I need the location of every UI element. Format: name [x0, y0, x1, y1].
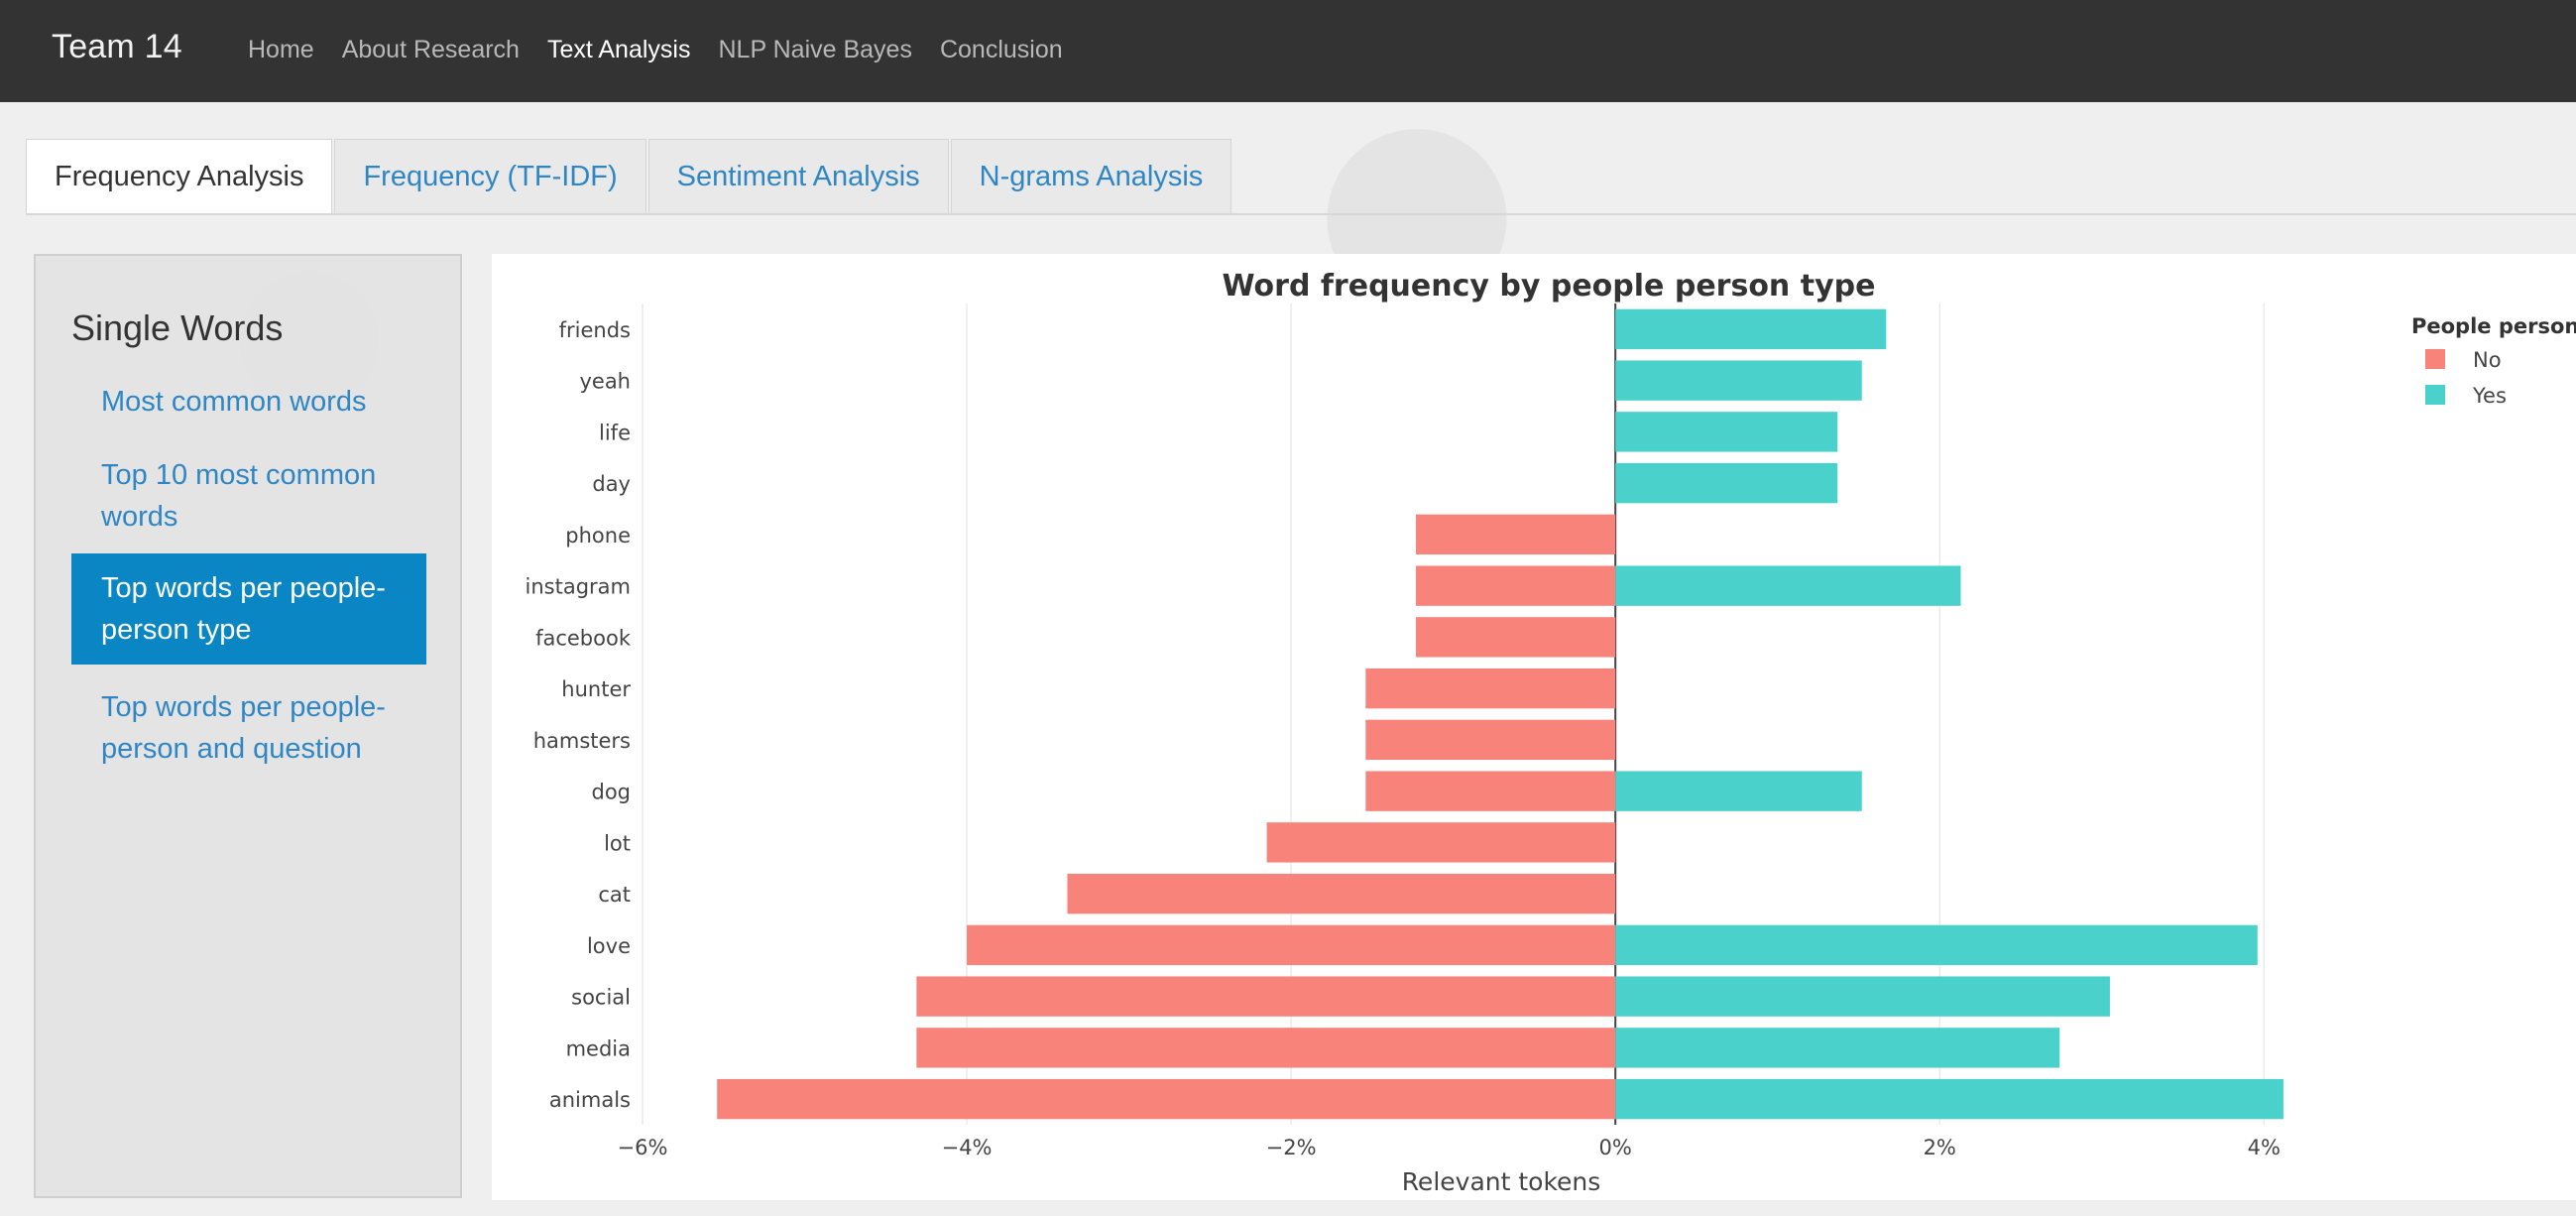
word-frequency-chart: Word frequency by people person type −6%…: [526, 269, 2576, 1196]
sidebar-item-most-common-words[interactable]: Most common words: [101, 386, 367, 418]
y-tick-label: day: [592, 472, 631, 496]
sidebar: Single Words Most common words Top 10 mo…: [34, 254, 462, 1198]
bar-no-lot[interactable]: [1266, 822, 1616, 863]
nav-conclusion[interactable]: Conclusion: [939, 36, 1063, 63]
y-tick-label: lot: [604, 831, 631, 855]
bar-yes-media[interactable]: [1615, 1028, 2060, 1068]
nav-links: Home About Research Text Analysis NLP Na…: [248, 36, 1091, 64]
navbar: Team 14 Home About Research Text Analysi…: [0, 0, 2576, 102]
y-tick-label: animals: [549, 1088, 631, 1112]
x-tick-label: −6%: [618, 1136, 668, 1159]
bar-no-hamsters[interactable]: [1365, 719, 1616, 761]
bar-no-hunter[interactable]: [1365, 668, 1616, 709]
chart-title: Word frequency by people person type: [1223, 269, 1876, 304]
bar-yes-day[interactable]: [1615, 462, 1838, 504]
nav-about-research[interactable]: About Research: [341, 36, 520, 63]
tab-frequency-tfidf[interactable]: Frequency (TF-IDF): [334, 139, 646, 213]
sidebar-item-top-words-per-question[interactable]: Top words per people-person and question: [101, 691, 386, 765]
bar-no-facebook[interactable]: [1416, 617, 1616, 658]
y-tick-label: love: [587, 934, 631, 958]
y-tick-label: hunter: [561, 677, 631, 701]
bar-no-instagram[interactable]: [1416, 565, 1616, 606]
y-tick-label: phone: [565, 524, 631, 547]
bar-no-media[interactable]: [916, 1028, 1616, 1068]
tab-ngrams-analysis[interactable]: N-grams Analysis: [950, 139, 1232, 213]
y-tick-label: social: [571, 986, 631, 1010]
x-tick-label: −4%: [942, 1136, 993, 1159]
bar-yes-dog[interactable]: [1615, 771, 1862, 811]
chart-panel: Word frequency by people person type −6%…: [492, 254, 2576, 1200]
y-tick-label: dog: [591, 781, 631, 804]
y-tick-label: hamsters: [533, 729, 631, 753]
y-tick-label: instagram: [526, 575, 631, 599]
bar-yes-friends[interactable]: [1615, 308, 1887, 350]
bar-no-animals[interactable]: [717, 1078, 1616, 1120]
y-tick-label: friends: [559, 318, 631, 342]
legend-swatch-no: [2425, 349, 2445, 369]
tab-sentiment-analysis[interactable]: Sentiment Analysis: [647, 139, 949, 213]
brand[interactable]: Team 14: [52, 28, 182, 65]
legend-title: People person?: [2411, 314, 2576, 338]
x-tick-label: 4%: [2248, 1136, 2281, 1159]
x-tick-label: 0%: [1599, 1136, 1632, 1159]
sidebar-item-top-words-per-type[interactable]: Top words per people-person type: [71, 553, 426, 665]
y-tick-label: facebook: [535, 626, 632, 650]
x-tick-label: −2%: [1266, 1136, 1317, 1159]
axis-layer: −6% −4% −2% 0% 2% 4% friends yeah life day phone in…: [526, 318, 2281, 1159]
bar-layer: [717, 308, 2283, 1120]
bar-yes-life[interactable]: [1615, 412, 1838, 452]
sidebar-item-top-10-most-common-words[interactable]: Top 10 most common words: [101, 459, 377, 533]
bar-no-love[interactable]: [967, 924, 1616, 966]
bar-no-phone[interactable]: [1416, 514, 1616, 555]
nav-nlp-naive-bayes[interactable]: NLP Naive Bayes: [718, 36, 912, 63]
chart-legend[interactable]: People person? No Yes: [2411, 314, 2576, 408]
sidebar-heading: Single Words: [71, 307, 284, 348]
legend-label-no[interactable]: No: [2473, 348, 2502, 372]
bar-no-social[interactable]: [916, 976, 1616, 1017]
x-tick-label: 2%: [1924, 1136, 1956, 1159]
legend-swatch-yes: [2425, 385, 2445, 405]
bar-yes-instagram[interactable]: [1615, 565, 1961, 606]
nav-home[interactable]: Home: [248, 36, 314, 63]
bar-no-cat[interactable]: [1067, 873, 1616, 914]
y-tick-label: yeah: [579, 370, 631, 394]
legend-label-yes[interactable]: Yes: [2472, 384, 2507, 408]
nav-text-analysis[interactable]: Text Analysis: [546, 36, 691, 63]
tab-frequency-analysis[interactable]: Frequency Analysis: [26, 139, 333, 213]
bar-yes-social[interactable]: [1615, 976, 2110, 1017]
bar-yes-yeah[interactable]: [1615, 360, 1862, 401]
tab-bar: Frequency Analysis Frequency (TF-IDF) Se…: [26, 139, 1233, 214]
bar-no-dog[interactable]: [1365, 771, 1616, 811]
y-tick-label: media: [566, 1036, 631, 1060]
tab-divider: [26, 213, 2576, 215]
y-tick-label: cat: [598, 883, 631, 907]
bar-yes-love[interactable]: [1615, 924, 2258, 966]
y-tick-label: life: [599, 421, 631, 444]
bar-yes-animals[interactable]: [1615, 1078, 2283, 1120]
x-axis-label: Relevant tokens: [1402, 1167, 1601, 1196]
